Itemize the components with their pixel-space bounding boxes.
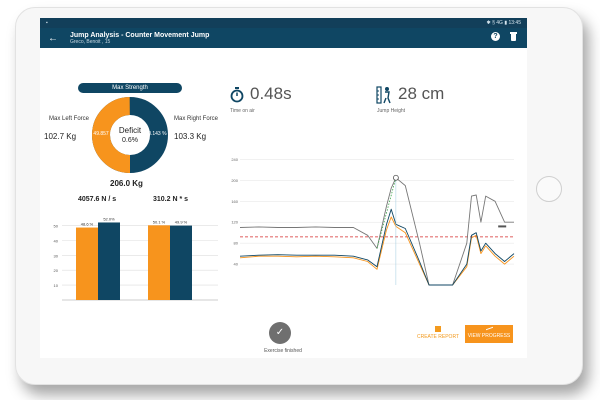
- rfd-value: 4057.6 N / s: [78, 196, 117, 203]
- create-report-label: CREATE REPORT: [416, 334, 460, 340]
- max-right-force-label: Max Right Force: [174, 116, 219, 122]
- force-tick-label: 120: [231, 220, 238, 225]
- app-screen: ▪ ✱ § 4G ▮ 13:45 ← Jump Analysis - Count…: [40, 18, 527, 358]
- help-icon[interactable]: ?: [491, 32, 500, 41]
- app-bar-titles: Jump Analysis - Counter Movement Jump Gr…: [70, 32, 209, 45]
- status-right: ✱ § 4G ▮ 13:45: [486, 20, 521, 26]
- bar-tick-label: 40: [54, 238, 59, 243]
- report-icon: [435, 326, 441, 332]
- force-time-chart: 40 80 120 160 200 240: [231, 157, 515, 286]
- left-percent: 49.857 %: [93, 131, 115, 137]
- time-on-air-label: Time on air: [230, 108, 255, 114]
- max-left-force-value: 102.7 Kg: [44, 132, 77, 141]
- force-tick-label: 200: [231, 178, 238, 183]
- deficit-donut: Deficit 0.6% 49.857 % 50.143 %: [90, 95, 170, 175]
- delete-icon[interactable]: [510, 32, 517, 41]
- impulse-value: 310.2 N * s: [153, 196, 189, 203]
- left-percent-bar: [148, 225, 170, 300]
- jump-height-icon: [376, 86, 391, 104]
- deficit-label: Deficit: [119, 126, 142, 135]
- bar-tick-label: 10: [54, 283, 59, 288]
- deficit-value: 0.6%: [122, 137, 138, 144]
- bar-value-label: 52.0%: [103, 216, 115, 221]
- max-left-force-label: Max Left Force: [48, 116, 89, 122]
- right-force-line: [239, 208, 515, 286]
- view-progress-label: VIEW PROGRESS: [467, 333, 511, 339]
- exercise-finished-check-icon[interactable]: ✓: [269, 322, 291, 344]
- bar-tick-label: 20: [54, 268, 59, 273]
- right-percent: 50.143 %: [145, 131, 167, 137]
- back-arrow-icon[interactable]: ←: [48, 32, 58, 44]
- right-percent-bar: [98, 222, 120, 300]
- total-force-line: [239, 177, 514, 286]
- bar-value-label: 50.1 %: [153, 219, 166, 224]
- jump-height-value: 28 cm: [398, 84, 445, 103]
- stopwatch-icon: [230, 87, 244, 103]
- app-bar: ← Jump Analysis - Counter Movement Jump …: [40, 28, 527, 48]
- time-on-air-value: 0.48s: [250, 84, 292, 103]
- create-report-button[interactable]: CREATE REPORT: [414, 326, 462, 344]
- max-right-force-value: 103.3 Kg: [174, 132, 207, 141]
- status-left-icon: ▪: [46, 20, 48, 26]
- force-tick-label: 40: [234, 262, 239, 267]
- exercise-finished-label: Exercise finished: [264, 348, 302, 354]
- bar-tick-label: 30: [54, 253, 59, 258]
- force-tick-label: 240: [231, 157, 238, 162]
- bar-value-label: 48.6 %: [81, 222, 94, 227]
- percent-bar-chart: 10 20 30 40 50 48.6 % 52.0% 50.1 % 49.9 %: [54, 216, 218, 301]
- app-bar-actions: ?: [491, 32, 517, 41]
- end-marker: [498, 225, 507, 228]
- left-force-line: [239, 216, 515, 286]
- max-strength-header: Max Strength: [78, 83, 182, 93]
- home-button[interactable]: [536, 176, 562, 202]
- donut-hole: [111, 116, 149, 154]
- status-bar: ▪ ✱ § 4G ▮ 13:45: [40, 18, 527, 28]
- left-force-arc: [92, 97, 131, 173]
- peak-marker: [392, 174, 399, 181]
- left-percent-bar: [76, 227, 98, 300]
- right-percent-bar: [170, 225, 192, 300]
- jump-height-label: Jump Height: [377, 108, 406, 114]
- athlete-name: Greco, Benoit , 15: [70, 38, 111, 45]
- force-tick-label: 80: [234, 241, 239, 246]
- total-force-value: 206.0 Kg: [110, 179, 143, 188]
- takeoff-dotted-line: [376, 177, 397, 249]
- view-progress-button[interactable]: VIEW PROGRESS: [465, 325, 513, 343]
- page-title: Jump Analysis - Counter Movement Jump: [70, 31, 210, 39]
- bar-tick-label: 50: [54, 223, 59, 228]
- bar-value-label: 49.9 %: [175, 220, 188, 225]
- force-tick-label: 160: [231, 199, 238, 204]
